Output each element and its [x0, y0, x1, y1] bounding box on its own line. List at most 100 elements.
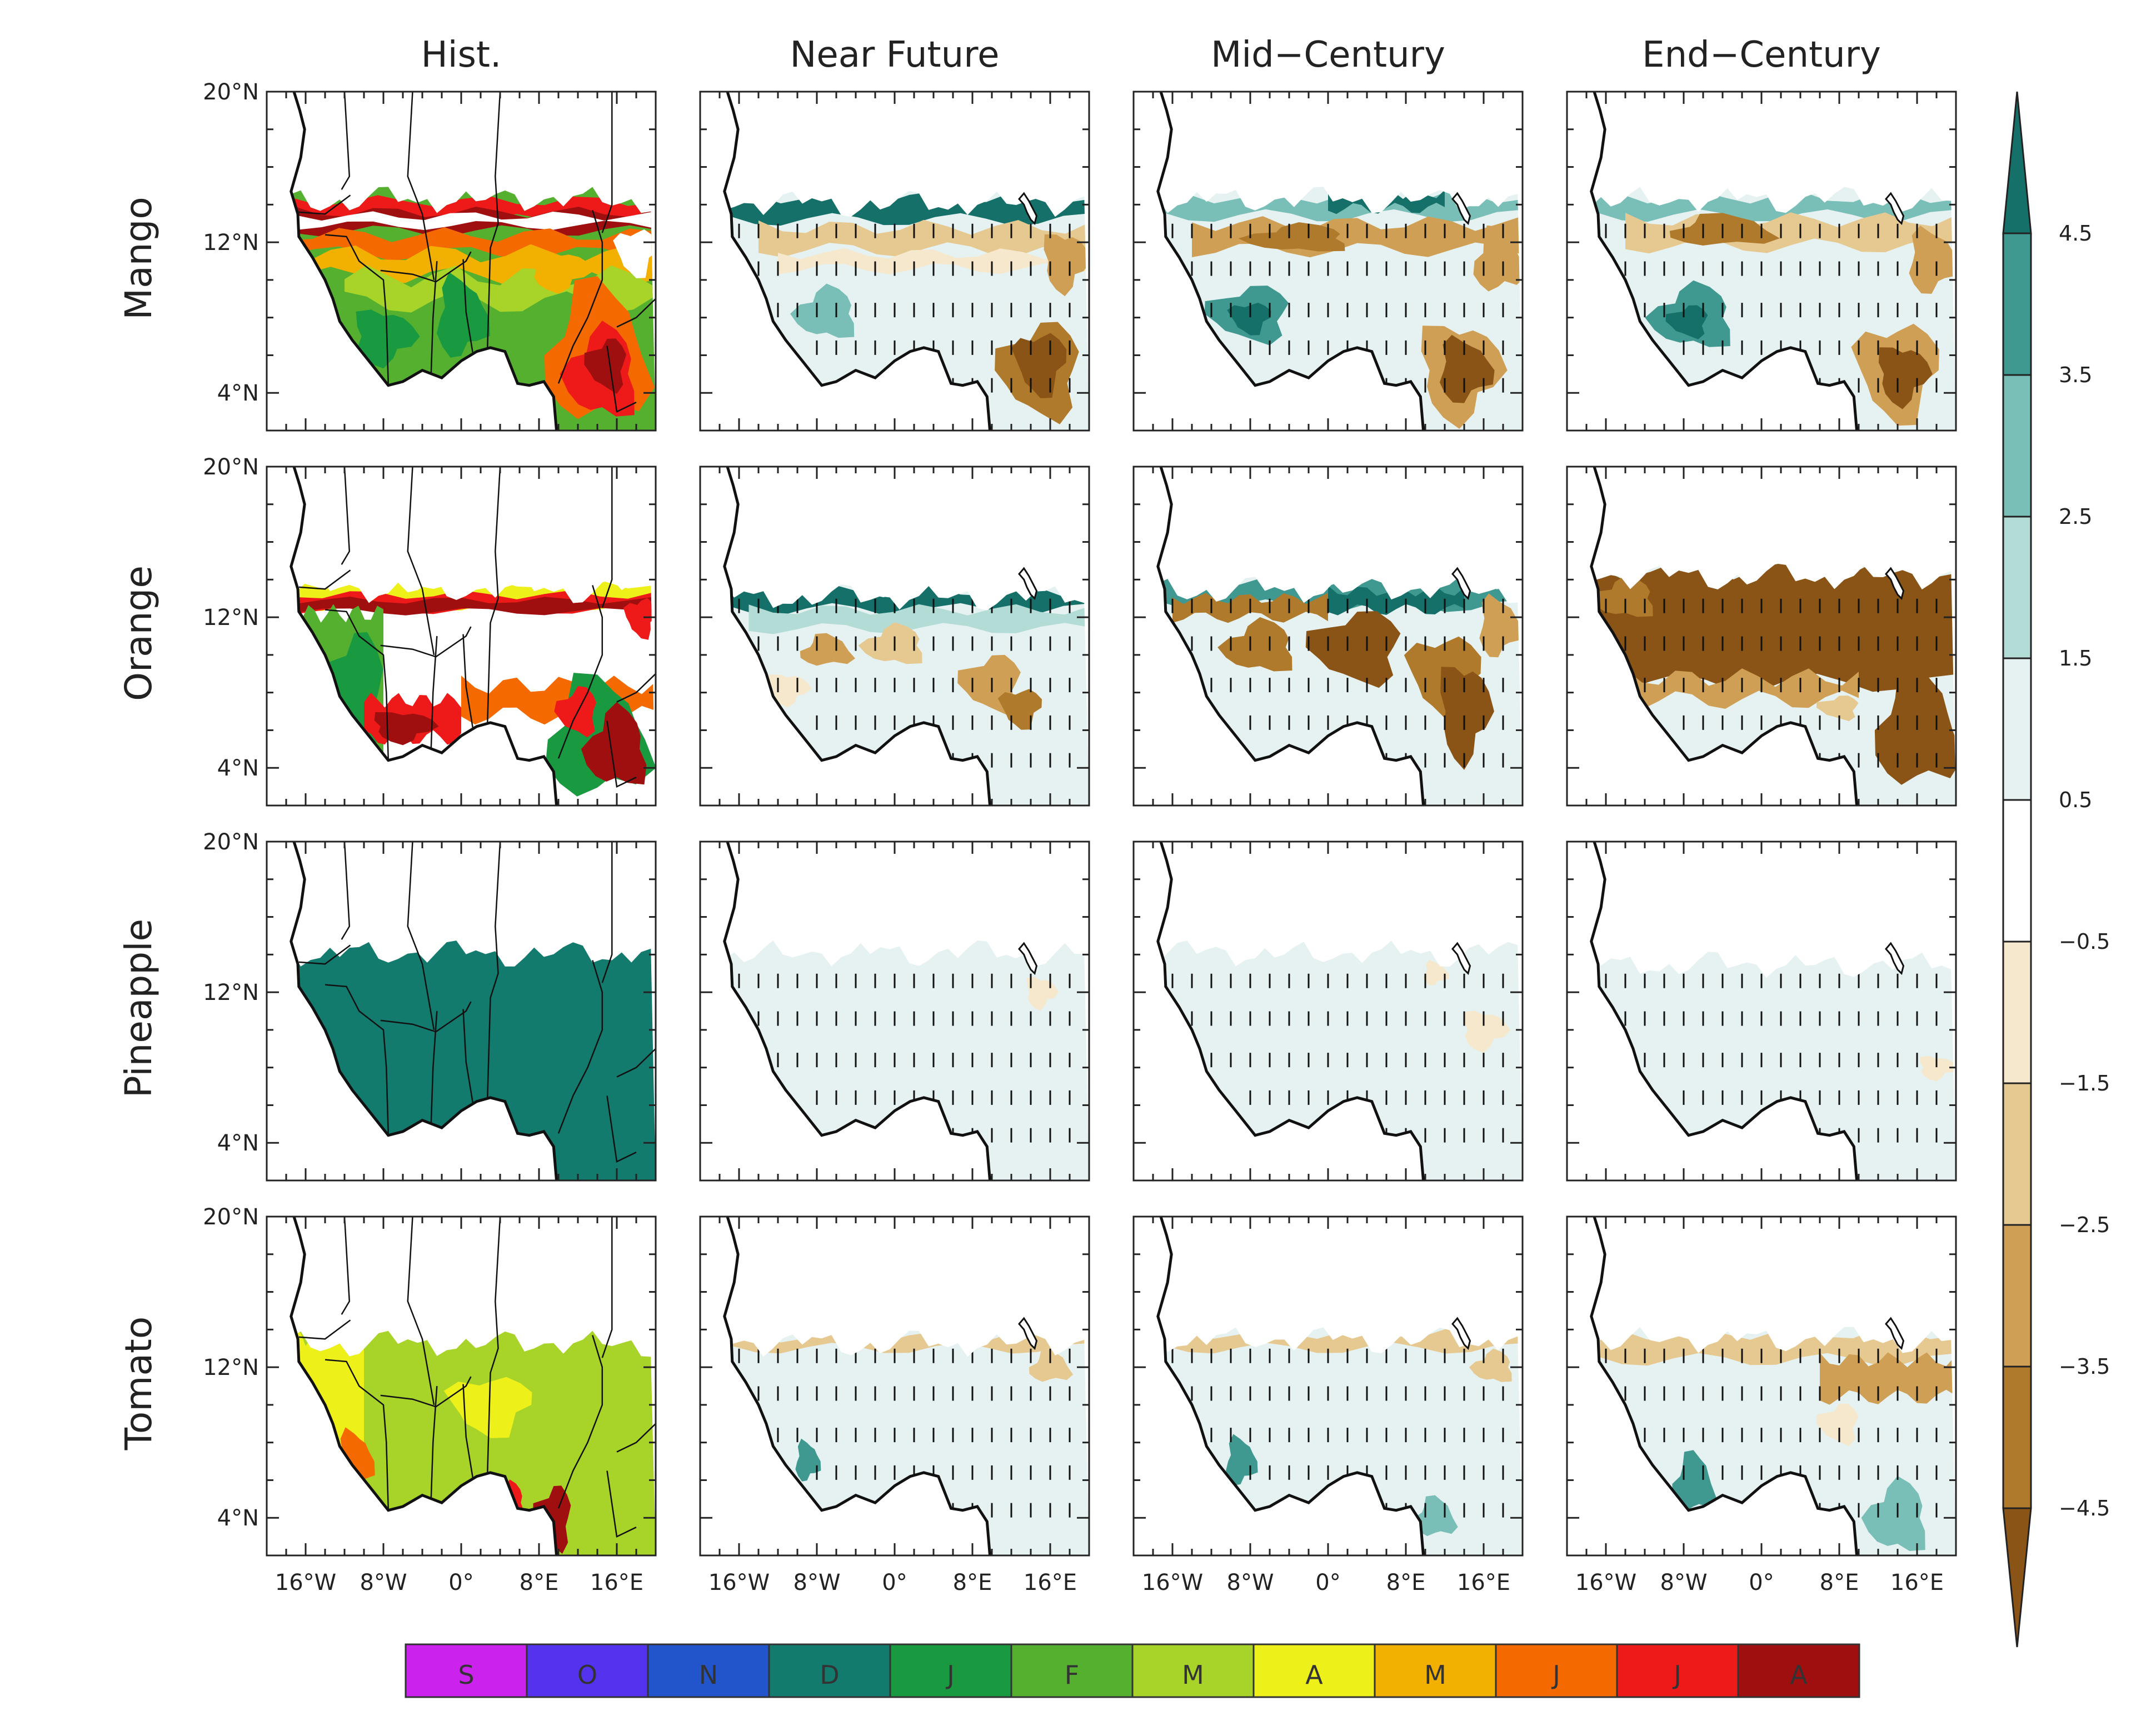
colorbar-segment — [2002, 657, 2032, 801]
lake-chad — [1018, 567, 1038, 601]
month-label: J — [945, 1660, 955, 1690]
longitude-tick-labels: 16°W 8°W 0° 8°E 16°E 16°W 8°W 0° 8°E 16°E 16°W 8°W 0… — [275, 1570, 1944, 1595]
panel-orange-1 — [699, 466, 1090, 807]
lake-chad — [1451, 192, 1471, 226]
lake-chad — [1018, 942, 1038, 975]
lake-chad — [1885, 942, 1905, 975]
colorbar-label: 3.5 — [2059, 363, 2092, 387]
lake-chad — [1885, 1317, 1905, 1350]
coastline — [1590, 841, 1858, 1181]
country-borders — [298, 1216, 656, 1538]
coastline — [1590, 466, 1858, 806]
coastline — [290, 91, 558, 431]
panel-pineapple-0 — [266, 841, 657, 1182]
colorbar-label: −1.5 — [2059, 1071, 2110, 1095]
panel-pineapple-1 — [699, 841, 1090, 1182]
panel-pineapple-2 — [1132, 841, 1524, 1182]
lon-tick-label: 16°E — [1024, 1570, 1077, 1595]
col-title-near-future: Near Future — [790, 34, 1000, 76]
panel-orange-2 — [1132, 466, 1524, 807]
row-label-pineapple: Pineapple — [117, 919, 160, 1098]
country-borders — [298, 841, 656, 1163]
lon-tick-label: 0° — [1749, 1570, 1774, 1595]
lake-chad — [1451, 567, 1471, 601]
colorbar-segment — [2002, 1224, 2032, 1368]
row-label-orange: Orange — [117, 566, 160, 701]
month-swatch — [768, 1643, 891, 1698]
month-swatch — [405, 1643, 528, 1698]
month-swatch — [1131, 1643, 1255, 1698]
lat-tick-label: 4°N — [217, 1505, 259, 1531]
coastline — [1590, 91, 1858, 431]
coastline — [723, 1216, 991, 1556]
colorbar-label: −0.5 — [2059, 929, 2110, 954]
lat-tick-label: 4°N — [217, 381, 259, 406]
panel-tomato-2 — [1132, 1215, 1524, 1557]
lat-tick-label: 12°N — [203, 1355, 259, 1380]
coastline — [290, 841, 558, 1181]
colorbar-segment — [2002, 232, 2032, 376]
colorbar-segment — [2002, 799, 2032, 943]
lat-tick-label: 4°N — [217, 756, 259, 781]
coastline — [1156, 91, 1425, 431]
month-label: O — [577, 1660, 597, 1690]
month-swatch — [889, 1643, 1012, 1698]
colorbar-top-arrow — [2002, 91, 2032, 234]
lat-tick-label: 12°N — [203, 605, 259, 631]
month-label: M — [1424, 1660, 1446, 1690]
month-swatch — [647, 1643, 770, 1698]
lon-tick-label: 16°E — [590, 1570, 643, 1595]
coastline — [1156, 841, 1425, 1181]
map-panels — [266, 91, 1957, 1557]
lon-tick-label: 16°W — [275, 1570, 336, 1595]
col-title-mid-century: Mid−Century — [1211, 34, 1445, 76]
panel-orange-0 — [266, 466, 657, 807]
month-label: N — [699, 1660, 718, 1690]
colorbar-label: 0.5 — [2059, 788, 2092, 812]
lon-tick-label: 8°E — [1820, 1570, 1859, 1595]
col-title-hist: Hist. — [421, 34, 502, 76]
lon-tick-label: 0° — [448, 1570, 473, 1595]
month-label: A — [1790, 1660, 1808, 1690]
row-label-mango: Mango — [117, 197, 160, 320]
panel-pineapple-3 — [1566, 841, 1957, 1182]
lake-chad — [1885, 192, 1905, 226]
lon-tick-label: 8°E — [953, 1570, 992, 1595]
colorbar-bottom-arrow — [2002, 1507, 2032, 1648]
coastline — [1590, 1216, 1858, 1556]
data-field — [1591, 187, 1956, 431]
month-label: S — [458, 1660, 474, 1690]
lat-tick-label: 20°N — [203, 79, 259, 105]
colorbar-label: 1.5 — [2059, 646, 2092, 671]
lon-tick-label: 16°E — [1890, 1570, 1944, 1595]
lake-chad — [1018, 192, 1038, 226]
lon-tick-label: 8°W — [1227, 1570, 1274, 1595]
panel-mango-3 — [1566, 91, 1957, 432]
month-swatch — [1495, 1643, 1618, 1698]
lat-tick-label: 12°N — [203, 230, 259, 256]
colorbar-label: −3.5 — [2059, 1354, 2110, 1379]
lon-tick-label: 8°W — [1660, 1570, 1708, 1595]
coastline — [723, 466, 991, 806]
colorbar-label: −4.5 — [2059, 1496, 2110, 1520]
colorbar-segment — [2002, 374, 2032, 518]
data-field — [291, 187, 656, 431]
lat-tick-label: 12°N — [203, 980, 259, 1005]
lon-tick-label: 16°E — [1457, 1570, 1510, 1595]
lon-tick-label: 8°E — [520, 1570, 559, 1595]
panel-mango-0 — [266, 91, 657, 432]
panel-tomato-0 — [266, 1215, 657, 1557]
country-borders — [298, 466, 656, 788]
month-swatch — [1010, 1643, 1134, 1698]
row-labels: Mango Orange Pineapple Tomato — [117, 197, 160, 1450]
lat-tick-label: 4°N — [217, 1130, 259, 1156]
lake-chad — [1451, 942, 1471, 975]
colorbar-label: 4.5 — [2059, 221, 2092, 246]
coastline — [1156, 466, 1425, 806]
panel-orange-3 — [1566, 466, 1957, 807]
lon-tick-label: 8°W — [793, 1570, 841, 1595]
colorbar-label: −2.5 — [2059, 1213, 2110, 1237]
coastline — [290, 1216, 558, 1556]
row-label-tomato: Tomato — [117, 1317, 160, 1450]
